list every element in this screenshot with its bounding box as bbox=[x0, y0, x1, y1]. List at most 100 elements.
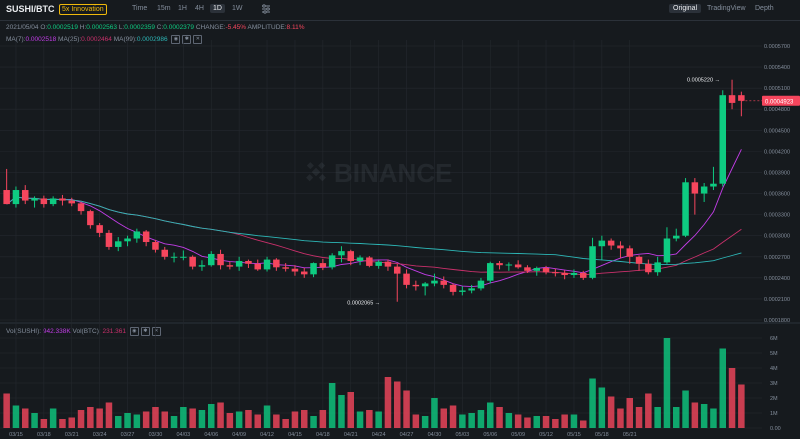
date-tick-label: 04/21 bbox=[344, 432, 358, 438]
volume-bar bbox=[440, 408, 448, 428]
volume-bar bbox=[12, 405, 20, 428]
volume-bar bbox=[40, 419, 48, 428]
volume-bar bbox=[49, 408, 57, 428]
volume-bar bbox=[477, 410, 485, 428]
candle-body bbox=[235, 260, 243, 267]
volume-bar bbox=[393, 381, 401, 428]
price-tick-label: 0.0005700 bbox=[764, 44, 790, 50]
view-depth[interactable]: Depth bbox=[755, 5, 774, 12]
candle-body bbox=[273, 259, 280, 268]
candle-body bbox=[663, 238, 671, 263]
tab-1w[interactable]: 1W bbox=[232, 5, 243, 12]
volume-bar bbox=[412, 414, 420, 428]
tab-4h[interactable]: 4H bbox=[195, 5, 204, 12]
volume-bar bbox=[170, 416, 178, 428]
close-value: 0.0002379 bbox=[163, 24, 195, 31]
volume-bar bbox=[449, 405, 457, 428]
gear-icon[interactable]: ✱ bbox=[182, 35, 192, 44]
candle-body bbox=[124, 238, 131, 242]
eye-icon[interactable]: ◉ bbox=[171, 35, 181, 44]
ma-info-row: MA(7):0.0002518 MA(25):0.0002464 MA(99):… bbox=[6, 35, 203, 44]
volume-bar bbox=[142, 411, 150, 428]
moving-average-lines bbox=[6, 149, 742, 288]
gear-icon[interactable]: ✱ bbox=[140, 327, 150, 336]
volume-bar bbox=[180, 407, 187, 428]
candle-body bbox=[682, 182, 689, 236]
volume-bar bbox=[124, 413, 131, 428]
date-tick-label: 03/27 bbox=[121, 432, 135, 438]
candle-body bbox=[589, 246, 596, 278]
candle-body bbox=[654, 262, 661, 273]
amplitude-label: AMPLITUDE: bbox=[247, 24, 287, 31]
candle-body bbox=[59, 198, 66, 201]
volume-bar bbox=[505, 413, 513, 428]
volume-bar bbox=[319, 410, 327, 428]
date-tick-label: 05/21 bbox=[623, 432, 637, 438]
volume-bar bbox=[403, 390, 410, 428]
date-tick-label: 04/24 bbox=[372, 432, 386, 438]
volume-bar bbox=[3, 393, 10, 428]
price-tick-label: 0.0005400 bbox=[764, 65, 790, 71]
volume-bar bbox=[459, 414, 466, 428]
indicator-settings-icon[interactable] bbox=[261, 4, 271, 14]
vol-sushi-value: 942.338K bbox=[42, 328, 71, 336]
eye-icon[interactable]: ◉ bbox=[129, 327, 139, 336]
margin-badge[interactable]: 5x Innovation bbox=[59, 4, 107, 15]
volume-bar bbox=[533, 416, 541, 428]
volume-bar bbox=[645, 393, 652, 428]
candle-body bbox=[421, 283, 429, 287]
candle-body bbox=[114, 241, 122, 247]
volume-bar bbox=[579, 420, 587, 428]
candle-body bbox=[310, 263, 317, 275]
candle-body bbox=[468, 288, 475, 291]
candle-body bbox=[710, 183, 717, 187]
candle-body bbox=[96, 225, 103, 233]
candle-body bbox=[626, 248, 634, 257]
candle-body bbox=[3, 190, 10, 205]
view-tradingview[interactable]: TradingView bbox=[707, 5, 746, 12]
candle-body bbox=[245, 260, 252, 264]
volume-bars bbox=[3, 338, 745, 428]
volume-bar bbox=[654, 407, 661, 428]
volume-bar bbox=[189, 408, 196, 428]
date-tick-label: 04/18 bbox=[316, 432, 330, 438]
volume-bar bbox=[59, 419, 66, 428]
volume-tick-label: 2M bbox=[770, 396, 778, 402]
volume-tick-label: 6M bbox=[770, 336, 778, 342]
date-tick-label: 05/09 bbox=[511, 432, 525, 438]
volume-bar bbox=[161, 411, 169, 428]
change-value: -5.45% bbox=[225, 24, 247, 31]
open-value: 0.0002519 bbox=[47, 24, 78, 31]
price-tick-label: 0.0001800 bbox=[764, 318, 790, 324]
volume-bar bbox=[421, 416, 429, 428]
candle-body bbox=[524, 267, 531, 271]
price-tick-label: 0.0002100 bbox=[764, 297, 790, 303]
date-tick-label: 04/03 bbox=[176, 432, 190, 438]
close-icon[interactable]: ✕ bbox=[151, 327, 161, 336]
candle-body bbox=[133, 231, 141, 239]
volume-bar bbox=[273, 414, 280, 428]
volume-bar bbox=[635, 407, 643, 428]
tab-15m[interactable]: 15m bbox=[157, 5, 171, 12]
close-icon[interactable]: ✕ bbox=[193, 35, 203, 44]
volume-bar bbox=[96, 408, 103, 428]
watermark-text: BINANCE bbox=[334, 158, 452, 188]
date-tick-label: 03/24 bbox=[93, 432, 107, 438]
tab-1d[interactable]: 1D bbox=[210, 4, 225, 13]
volume-bar bbox=[338, 395, 345, 428]
vol-btc-value: 231.361 bbox=[102, 328, 127, 336]
volume-bar bbox=[77, 410, 85, 428]
pair-title[interactable]: SUSHI/BTC bbox=[6, 4, 55, 14]
ma7-line bbox=[6, 149, 742, 288]
close-label: C: bbox=[156, 24, 164, 31]
ma25-label: MA(25): bbox=[58, 36, 82, 44]
view-original[interactable]: Original bbox=[669, 4, 702, 13]
tab-time[interactable]: Time bbox=[132, 5, 148, 12]
volume-bar bbox=[226, 413, 234, 428]
tab-1h[interactable]: 1H bbox=[178, 5, 187, 12]
candle-body bbox=[431, 280, 438, 284]
candle-body bbox=[356, 257, 364, 261]
volume-bar bbox=[728, 368, 736, 428]
candle-body bbox=[412, 284, 420, 287]
